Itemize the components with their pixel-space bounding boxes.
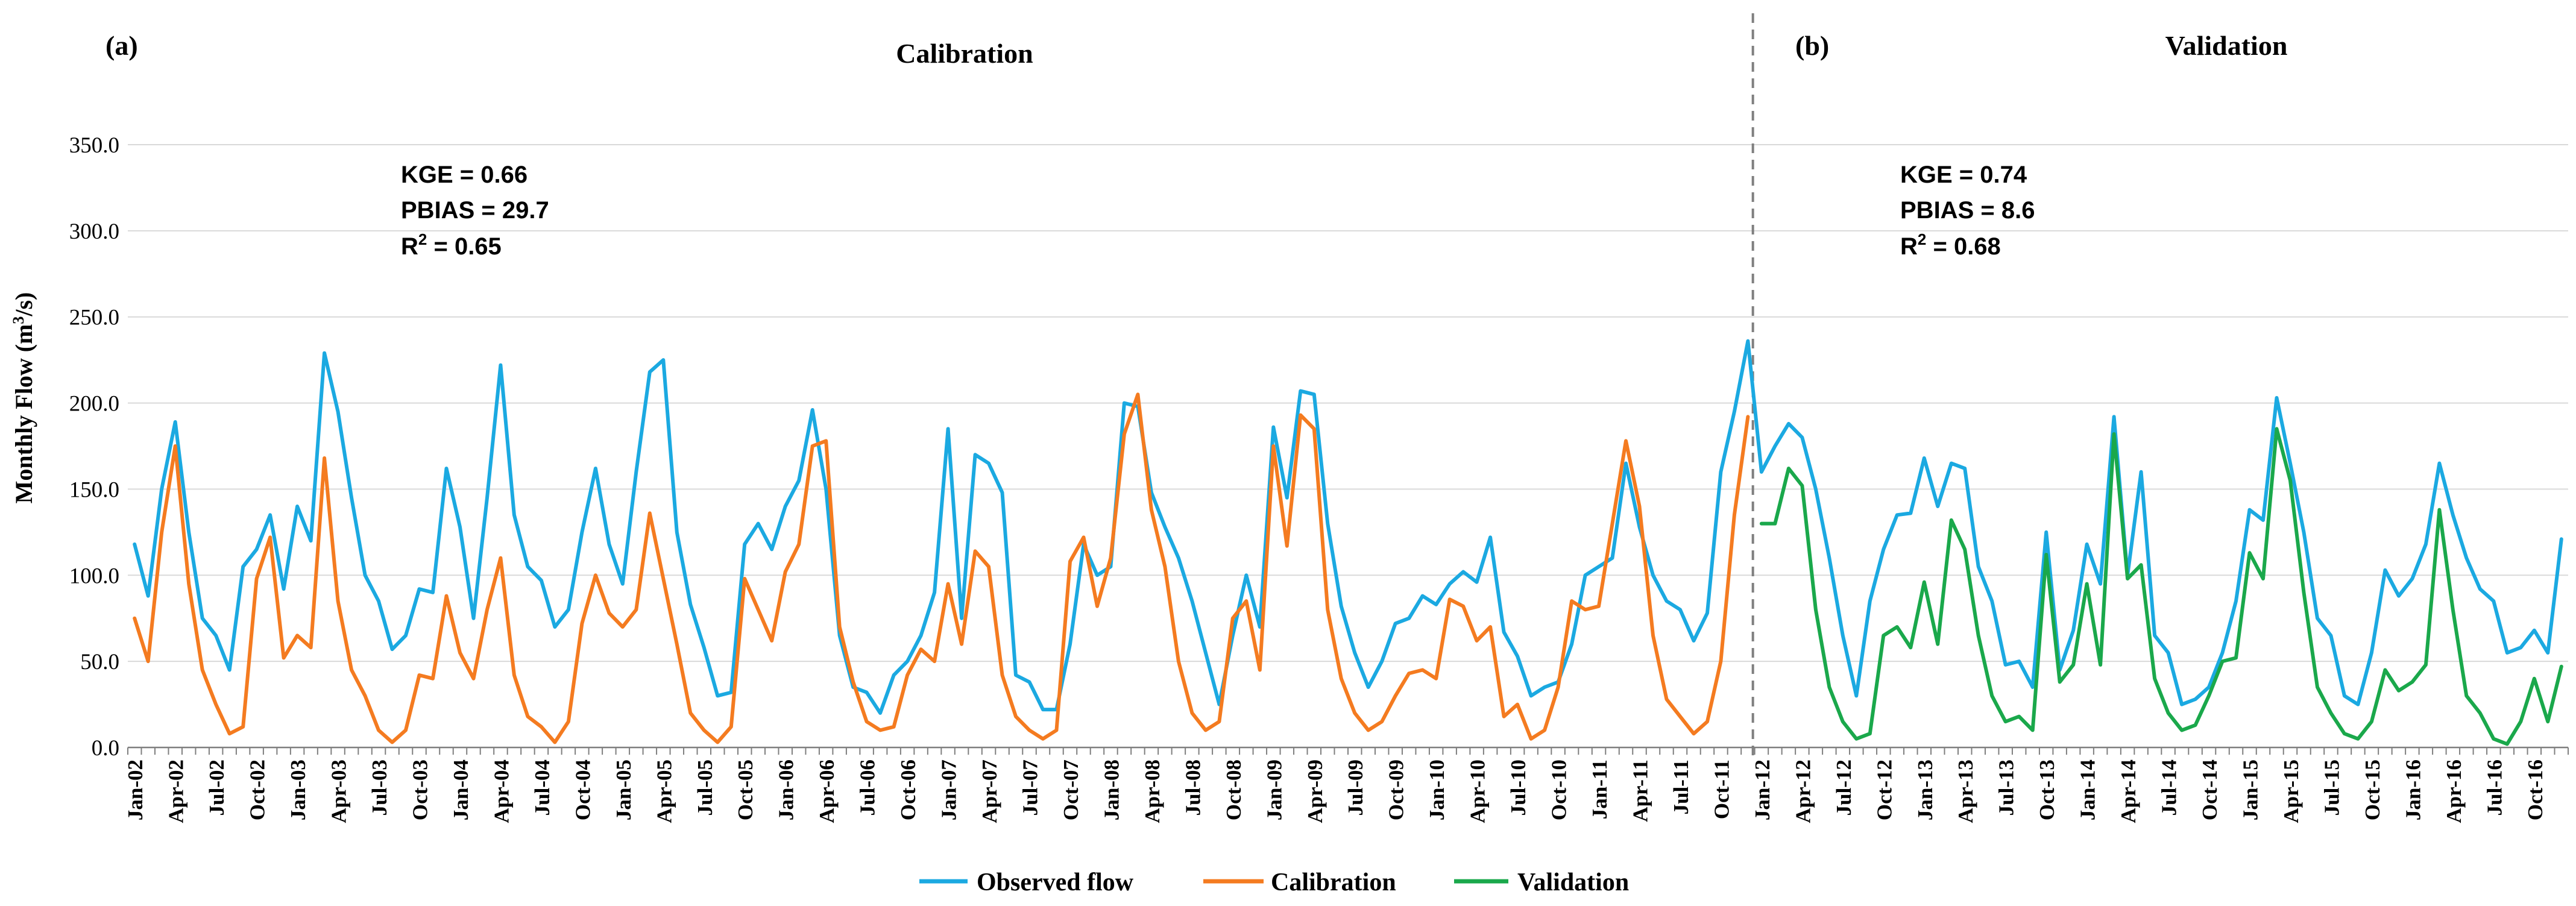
series-line-calibration (133, 392, 1750, 744)
y-tick-label: 0.0 (92, 736, 119, 761)
x-tick-label: Jul-08 (1181, 760, 1205, 816)
series-lines (133, 339, 2563, 746)
x-tick-label: Apr-12 (1791, 760, 1815, 823)
x-tick-label: Jan-15 (2239, 760, 2263, 820)
calibration-r2: R2 = 0.65 (401, 230, 502, 260)
x-tick-label: Jul-09 (1344, 760, 1367, 816)
x-tick-label: Apr-02 (165, 760, 188, 823)
x-tick-label: Jan-08 (1100, 760, 1123, 820)
x-tick-label: Oct-09 (1385, 760, 1408, 820)
x-tick-label: Apr-07 (978, 760, 1001, 823)
x-tick-label: Oct-08 (1222, 760, 1245, 820)
x-tick-label: Apr-14 (2117, 760, 2140, 823)
x-tick-label: Apr-04 (490, 760, 513, 823)
x-tick-label: Jan-16 (2401, 760, 2425, 820)
panel-b-label: (b) (1795, 30, 1829, 61)
x-tick-label: Oct-07 (1059, 760, 1083, 820)
x-tick-label: Oct-15 (2361, 760, 2384, 820)
x-tick-label: Jan-06 (775, 760, 798, 820)
y-tick-label: 100.0 (69, 564, 119, 588)
axes: 0.0 50.0 100.0 150.0 200.0 250.0 300.0 350.0 Jan… (69, 13, 2569, 823)
x-tick-label: Oct-06 (896, 760, 920, 820)
x-tick-label: Apr-05 (652, 760, 676, 823)
y-tick-label: 200.0 (69, 392, 119, 417)
x-tick-label: Jul-06 (856, 760, 880, 816)
x-tick-label: Jan-12 (1751, 760, 1774, 820)
x-tick-label: Oct-03 (409, 760, 432, 820)
y-tick-label: 300.0 (69, 219, 119, 244)
validation-r2: R2 = 0.68 (1900, 230, 2001, 260)
validation-pbias: PBIAS = 8.6 (1900, 197, 2035, 224)
x-tick-label: Apr-06 (815, 760, 839, 823)
calibration-pbias: PBIAS = 29.7 (401, 197, 549, 224)
x-tick-label: Apr-03 (327, 760, 351, 823)
x-tick-label: Apr-11 (1629, 760, 1652, 822)
x-tick-label: Jul-05 (693, 760, 717, 816)
x-tick-label: Jan-02 (124, 760, 147, 820)
x-tick-label: Oct-13 (2035, 760, 2059, 820)
x-tick-label: Jan-03 (286, 760, 310, 820)
panel-a-title: Calibration (896, 38, 1033, 69)
x-tick-label: Jul-15 (2320, 760, 2343, 816)
y-tick-label: 350.0 (69, 133, 119, 158)
panel-a-label: (a) (105, 30, 138, 61)
calibration-kge: KGE = 0.66 (401, 162, 527, 188)
series-line-observed-flow (133, 339, 2563, 715)
x-tick-label: Oct-05 (734, 760, 757, 820)
y-tick-label: 250.0 (69, 306, 119, 330)
legend-validation-label: Validation (1517, 869, 1629, 896)
x-tick-label: Oct-14 (2198, 760, 2222, 820)
x-tick-label: Jul-14 (2158, 760, 2181, 816)
x-tick-label: Apr-10 (1466, 760, 1490, 823)
x-tick-label: Oct-02 (246, 760, 269, 820)
series-line-validation (1759, 427, 2563, 746)
x-tick-label: Jul-10 (1507, 760, 1530, 816)
y-axis-title: Monthly Flow (m3/s) (10, 292, 37, 504)
legend-calibration-label: Calibration (1271, 869, 1396, 896)
x-tick-label: Oct-12 (1872, 760, 1896, 820)
x-tick-label: Apr-08 (1141, 760, 1164, 823)
x-tick-label: Apr-16 (2442, 760, 2466, 823)
x-tick-label: Oct-10 (1548, 760, 1571, 820)
x-tick-label: Jul-02 (205, 760, 228, 816)
x-tick-label: Jan-09 (1262, 760, 1286, 820)
legend-observed-label: Observed flow (977, 869, 1134, 896)
validation-kge: KGE = 0.74 (1900, 162, 2027, 188)
x-tick-label: Jul-16 (2483, 760, 2506, 816)
x-tick-label: Oct-11 (1710, 760, 1733, 819)
x-tick-label: Jan-10 (1425, 760, 1449, 820)
x-tick-label: Jan-14 (2076, 760, 2100, 820)
x-tick-label: Apr-09 (1303, 760, 1327, 823)
x-tick-label: Jul-04 (531, 760, 554, 816)
x-tick-label: Jan-07 (937, 760, 961, 820)
y-tick-label: 150.0 (69, 477, 119, 502)
x-tick-label: Jan-05 (612, 760, 635, 820)
y-tick-label: 50.0 (80, 650, 119, 675)
x-tick-label: Jul-13 (1995, 760, 2018, 816)
panel-b-title: Validation (2165, 30, 2288, 61)
x-tick-label: Jul-07 (1019, 760, 1042, 816)
x-tick-label: Jan-11 (1588, 760, 1611, 819)
x-tick-label: Jul-03 (368, 760, 391, 816)
x-tick-label: Jan-13 (1913, 760, 1937, 820)
x-tick-label: Apr-13 (1954, 760, 1977, 823)
x-tick-label: Oct-16 (2524, 760, 2547, 820)
x-tick-label: Jan-04 (449, 760, 473, 820)
x-tick-label: Apr-15 (2279, 760, 2303, 823)
x-tick-label: Jul-12 (1832, 760, 1856, 816)
x-tick-label: Oct-04 (571, 760, 594, 820)
x-tick-label: Jul-11 (1669, 760, 1693, 814)
